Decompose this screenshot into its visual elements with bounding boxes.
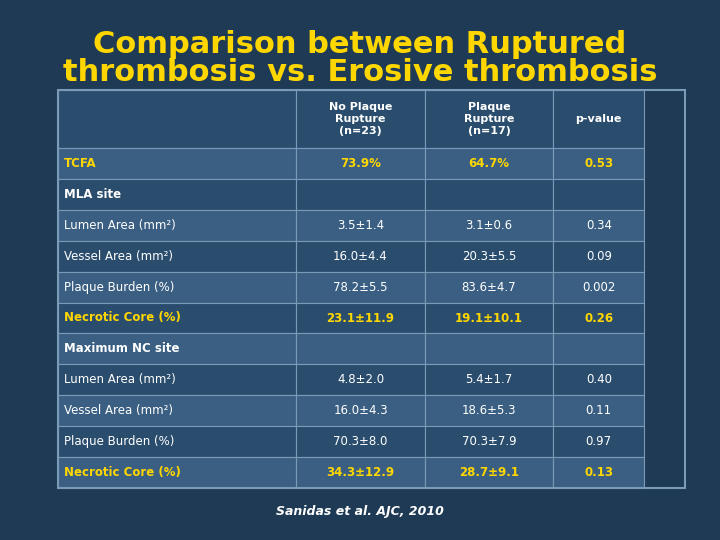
Bar [425, 395, 554, 426]
Bar [425, 179, 554, 210]
Bar [296, 90, 425, 148]
Text: 0.13: 0.13 [585, 466, 613, 479]
Text: 16.0±4.4: 16.0±4.4 [333, 249, 388, 262]
Bar [425, 302, 554, 334]
Text: 70.3±8.0: 70.3±8.0 [333, 435, 387, 448]
Bar [296, 364, 425, 395]
Text: Maximum NC site: Maximum NC site [64, 342, 179, 355]
Text: 4.8±2.0: 4.8±2.0 [337, 373, 384, 386]
Bar [425, 364, 554, 395]
Bar [425, 90, 554, 148]
Text: 3.5±1.4: 3.5±1.4 [337, 219, 384, 232]
Bar [296, 395, 425, 426]
Bar [58, 364, 296, 395]
Text: Comparison between Ruptured: Comparison between Ruptured [94, 30, 626, 59]
Text: Necrotic Core (%): Necrotic Core (%) [64, 312, 181, 325]
Text: Plaque Burden (%): Plaque Burden (%) [64, 435, 174, 448]
Text: Lumen Area (mm²): Lumen Area (mm²) [64, 373, 176, 386]
Text: 0.34: 0.34 [586, 219, 612, 232]
Bar [554, 272, 644, 302]
Text: p-value: p-value [575, 114, 622, 124]
Text: 28.7±9.1: 28.7±9.1 [459, 466, 519, 479]
Bar [425, 334, 554, 364]
Text: 16.0±4.3: 16.0±4.3 [333, 404, 388, 417]
Bar [554, 241, 644, 272]
Bar [58, 241, 296, 272]
Bar [554, 426, 644, 457]
Bar [296, 210, 425, 241]
Bar [58, 148, 296, 179]
Bar [554, 90, 644, 148]
Text: thrombosis vs. Erosive thrombosis: thrombosis vs. Erosive thrombosis [63, 58, 657, 87]
Text: 70.3±7.9: 70.3±7.9 [462, 435, 516, 448]
Text: MLA site: MLA site [64, 188, 121, 201]
Bar [425, 148, 554, 179]
Bar [425, 426, 554, 457]
Text: Necrotic Core (%): Necrotic Core (%) [64, 466, 181, 479]
Text: 19.1±10.1: 19.1±10.1 [455, 312, 523, 325]
Bar [296, 457, 425, 488]
Text: 83.6±4.7: 83.6±4.7 [462, 281, 516, 294]
Bar [296, 179, 425, 210]
Text: 0.09: 0.09 [586, 249, 612, 262]
Bar [296, 334, 425, 364]
Text: Sanidas et al. AJC, 2010: Sanidas et al. AJC, 2010 [276, 505, 444, 518]
Bar [554, 457, 644, 488]
Bar [58, 210, 296, 241]
Bar [58, 302, 296, 334]
Bar [58, 90, 296, 148]
Bar [296, 148, 425, 179]
Text: Vessel Area (mm²): Vessel Area (mm²) [64, 404, 173, 417]
Bar [425, 210, 554, 241]
Bar [296, 302, 425, 334]
Text: 0.002: 0.002 [582, 281, 616, 294]
Text: 20.3±5.5: 20.3±5.5 [462, 249, 516, 262]
Text: 18.6±5.3: 18.6±5.3 [462, 404, 516, 417]
Bar [554, 302, 644, 334]
Bar [58, 457, 296, 488]
Text: Plaque
Rupture
(n=17): Plaque Rupture (n=17) [464, 102, 514, 137]
Bar [554, 395, 644, 426]
Text: 73.9%: 73.9% [340, 157, 381, 170]
Text: 0.26: 0.26 [584, 312, 613, 325]
Bar [58, 179, 296, 210]
Bar [554, 364, 644, 395]
Text: Plaque Burden (%): Plaque Burden (%) [64, 281, 174, 294]
Text: Lumen Area (mm²): Lumen Area (mm²) [64, 219, 176, 232]
Bar [58, 334, 296, 364]
Text: 23.1±11.9: 23.1±11.9 [327, 312, 395, 325]
Text: 0.97: 0.97 [586, 435, 612, 448]
Text: 0.40: 0.40 [586, 373, 612, 386]
Bar [554, 179, 644, 210]
Text: Vessel Area (mm²): Vessel Area (mm²) [64, 249, 173, 262]
Text: No Plaque
Rupture
(n=23): No Plaque Rupture (n=23) [329, 102, 392, 137]
Text: 0.53: 0.53 [584, 157, 613, 170]
Bar [58, 426, 296, 457]
Bar [554, 334, 644, 364]
Text: 0.11: 0.11 [586, 404, 612, 417]
Text: 78.2±5.5: 78.2±5.5 [333, 281, 388, 294]
Bar [58, 90, 685, 488]
Bar [554, 210, 644, 241]
Text: 5.4±1.7: 5.4±1.7 [465, 373, 513, 386]
Bar [296, 272, 425, 302]
Bar [425, 457, 554, 488]
Bar [554, 148, 644, 179]
Bar [425, 241, 554, 272]
Bar [58, 272, 296, 302]
Text: TCFA: TCFA [64, 157, 96, 170]
Bar [425, 272, 554, 302]
Text: 64.7%: 64.7% [469, 157, 510, 170]
Text: 3.1±0.6: 3.1±0.6 [466, 219, 513, 232]
Bar [58, 395, 296, 426]
Bar [296, 241, 425, 272]
Text: 34.3±12.9: 34.3±12.9 [326, 466, 395, 479]
Bar [296, 426, 425, 457]
